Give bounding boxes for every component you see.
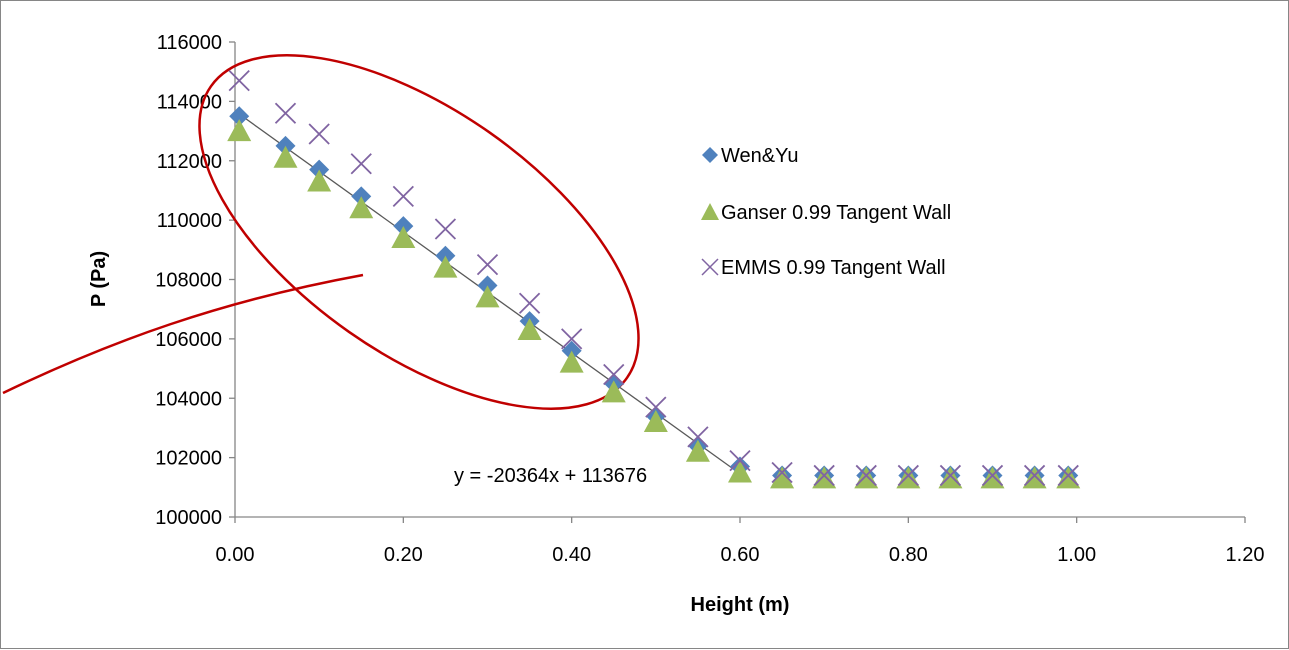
data-point-x [813, 464, 835, 487]
data-point-x [939, 464, 962, 487]
data-point-triangle [227, 119, 252, 142]
x-ticks-group: 0.00 0.20 0.40 0.60 0.80 1.00 1.20 [216, 517, 1265, 566]
annotation-callout [2, 54, 640, 410]
y-tick-label: 104000 [155, 388, 222, 410]
data-point-triangle [643, 410, 668, 432]
legend-diamond-icon [702, 147, 718, 163]
legend-label: EMMS 0.99 Tangent Wall [721, 257, 946, 279]
data-point-triangle [349, 196, 374, 219]
data-point-x [1023, 464, 1046, 487]
series-emms [228, 69, 1079, 487]
trendline-equation: y = -20364x + 113676 [454, 465, 647, 487]
legend-triangle-icon [701, 203, 719, 220]
x-tick-label: 0.40 [552, 544, 591, 566]
data-point-x [228, 69, 250, 92]
data-point-x [687, 426, 709, 448]
data-point-triangle [307, 169, 332, 192]
data-point-triangle [517, 317, 542, 340]
data-point-x [561, 328, 583, 350]
data-point-x [729, 449, 751, 472]
data-point-x [645, 396, 667, 418]
x-tick-label: 0.00 [216, 544, 255, 566]
data-point-x [476, 254, 499, 276]
data-point-triangle [980, 466, 1005, 489]
legend-item-wen-yu: Wen&Yu [702, 145, 798, 167]
y-tick-label: 112000 [157, 151, 222, 173]
data-point-x [518, 292, 541, 314]
x-tick-label: 0.80 [889, 544, 928, 566]
y-axis-title: P (Pa) [88, 251, 110, 307]
data-point-triangle [854, 466, 879, 489]
data-point-x [897, 464, 919, 487]
data-point-triangle [273, 145, 298, 168]
data-point-x [350, 153, 372, 175]
legend: Wen&Yu Ganser 0.99 Tangent Wall EMMS 0.9… [701, 145, 951, 279]
data-point-x [771, 461, 793, 484]
y-tick-label: 108000 [155, 270, 222, 292]
axes-group [234, 42, 1245, 518]
data-point-triangle [938, 466, 963, 489]
data-point-x [274, 102, 297, 124]
series-ganser [227, 119, 1081, 489]
legend-label: Ganser 0.99 Tangent Wall [721, 202, 951, 224]
y-tick-label: 110000 [157, 210, 222, 232]
data-point-x [855, 464, 877, 487]
y-tick-label: 106000 [155, 329, 222, 351]
data-point-triangle [475, 285, 500, 308]
x-tick-label: 1.20 [1226, 544, 1265, 566]
annotation-ellipse [198, 54, 640, 410]
data-point-x [392, 185, 414, 208]
x-tick-label: 0.20 [384, 544, 423, 566]
data-point-x [603, 363, 625, 386]
data-point-x [981, 464, 1004, 487]
data-point-triangle [770, 466, 795, 489]
data-point-triangle [685, 439, 710, 462]
data-point-triangle [1056, 466, 1081, 489]
x-axis-title: Height (m) [691, 594, 790, 616]
data-point-triangle [812, 466, 837, 489]
x-tick-label: 1.00 [1057, 544, 1096, 566]
data-point-triangle [433, 255, 458, 278]
data-point-diamond [229, 106, 250, 127]
y-tick-label: 116000 [157, 32, 222, 54]
data-point-x [434, 218, 457, 240]
y-tick-label: 114000 [157, 91, 222, 113]
data-point-triangle [896, 466, 921, 489]
y-ticks-group: 100000 102000 104000 106000 108000 110000 1120… [155, 32, 235, 529]
annotation-pointer-line [2, 273, 364, 395]
legend-label: Wen&Yu [721, 145, 798, 167]
data-point-triangle [1022, 466, 1047, 489]
y-tick-label: 100000 [155, 507, 222, 529]
data-point-x [1057, 464, 1079, 487]
data-point-triangle [728, 460, 752, 483]
data-point-x [308, 123, 330, 145]
legend-item-emms: EMMS 0.99 Tangent Wall [701, 257, 946, 279]
data-point-triangle [391, 225, 416, 248]
legend-x-icon [701, 258, 719, 276]
x-tick-label: 0.60 [721, 544, 760, 566]
data-point-triangle [559, 350, 584, 373]
y-tick-label: 102000 [155, 448, 222, 470]
legend-item-ganser: Ganser 0.99 Tangent Wall [701, 202, 951, 224]
data-point-triangle [601, 380, 626, 403]
